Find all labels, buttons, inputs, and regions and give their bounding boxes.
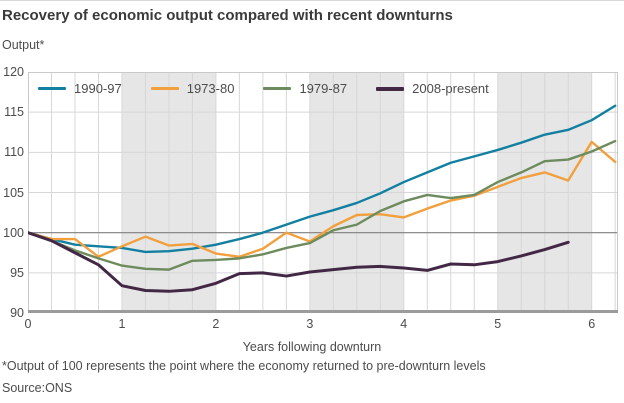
plot-area: 1990-97 1973-80 1979-87 2008-present [28, 72, 618, 313]
x-tick-label-6: 6 [588, 317, 596, 331]
x-tick-label-0: 0 [24, 317, 32, 331]
y-axis-unit-label: Output* [2, 38, 45, 52]
legend-item-1990-97: 1990-97 [38, 81, 122, 96]
x-tick-label-4: 4 [400, 317, 408, 331]
legend-label: 2008-present [412, 81, 489, 96]
legend-item-1973-80: 1973-80 [150, 81, 235, 96]
legend-label: 1990-97 [74, 81, 122, 96]
y-tick-label-115: 115 [4, 105, 24, 120]
x-tick-label-1: 1 [118, 317, 126, 331]
legend-item-2008-present: 2008-present [376, 81, 489, 96]
y-tick-label-100: 100 [3, 225, 24, 240]
x-tick-label-2: 2 [212, 317, 220, 331]
y-tick-label-90: 90 [10, 306, 24, 320]
legend-swatch [263, 86, 292, 91]
y-tick-label-120: 120 [3, 65, 24, 79]
legend-label: 1979-87 [299, 81, 348, 96]
legend-item-1979-87: 1979-87 [263, 81, 347, 96]
y-tick-label-95: 95 [10, 265, 24, 280]
x-tick-label-5: 5 [494, 317, 502, 331]
series-line-1973-80 [28, 140, 617, 258]
series-line-1979-87 [28, 139, 617, 271]
footnote: *Output of 100 represents the point wher… [2, 359, 486, 373]
plot-canvas [28, 72, 618, 313]
series-line-2008-present [28, 231, 570, 293]
legend: 1990-97 1973-80 1979-87 2008-present [38, 81, 489, 96]
y-tick-label-105: 105 [3, 185, 24, 200]
x-tick-label-3: 3 [306, 317, 314, 331]
source-attribution: Source:ONS [2, 381, 73, 395]
x-axis-title: Years following downturn [242, 340, 382, 354]
chart-title: Recovery of economic output compared wit… [2, 7, 453, 24]
series-line-1990-97 [28, 104, 617, 254]
y-tick-label-110: 110 [4, 145, 24, 160]
legend-swatch [38, 86, 66, 91]
legend-label: 1973-80 [186, 81, 235, 96]
legend-swatch [376, 86, 405, 91]
legend-swatch [150, 86, 179, 91]
